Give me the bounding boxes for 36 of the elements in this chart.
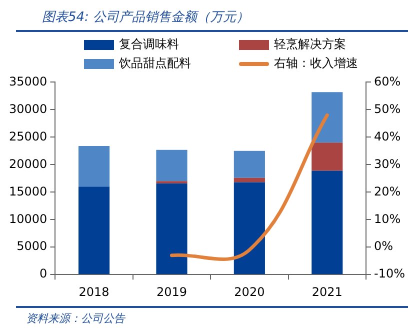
y2-tick-label: 40% — [374, 129, 401, 144]
y-tick-label: 0 — [40, 266, 48, 281]
bar — [78, 146, 110, 187]
y-tick-label: 5000 — [16, 239, 48, 254]
legend-label: 饮品甜点配料 — [119, 55, 191, 72]
x-tick-label: 2020 — [234, 284, 265, 299]
chart-title: 图表54: 公司产品销售金额（万元） — [16, 0, 408, 32]
legend-label: 右轴：收入增速 — [274, 55, 358, 72]
y-tick-label: 15000 — [8, 184, 48, 198]
y-tick-label: 25000 — [8, 129, 48, 144]
y2-tick-label: 60% — [374, 74, 401, 88]
legend-label: 轻烹解决方案 — [274, 36, 346, 53]
legend-label: 复合调味料 — [119, 36, 179, 53]
x-tick-label: 2019 — [156, 284, 188, 299]
bar — [234, 150, 265, 178]
y-tick-label: 30000 — [8, 102, 48, 116]
bar — [234, 182, 265, 274]
y2-tick-label: -10% — [374, 266, 406, 281]
y2-tick-label: 10% — [374, 212, 401, 226]
bar — [156, 150, 188, 182]
y2-tick-label: 0% — [374, 239, 394, 254]
x-tick-label: 2021 — [312, 284, 342, 299]
bar — [78, 186, 110, 274]
text: 资料来源：公司公告 — [16, 306, 408, 326]
bar — [312, 142, 343, 171]
y2-tick-label: 20% — [374, 184, 401, 198]
bar — [312, 170, 343, 274]
bar — [156, 183, 188, 274]
bar — [312, 92, 343, 143]
bar — [234, 178, 265, 182]
y-tick-label: 20000 — [8, 156, 48, 171]
y2-tick-label: 50% — [374, 102, 401, 116]
y-tick-label: 35000 — [8, 74, 48, 88]
x-tick-label: 2018 — [78, 284, 110, 299]
y2-tick-label: 30% — [374, 156, 401, 171]
y-tick-label: 10000 — [8, 212, 48, 226]
